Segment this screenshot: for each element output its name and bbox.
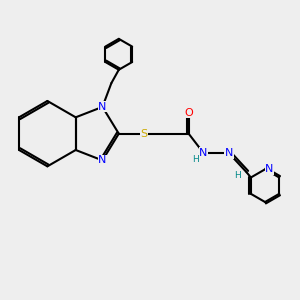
Text: S: S <box>140 129 148 139</box>
Text: H: H <box>234 171 241 180</box>
Text: N: N <box>199 148 208 158</box>
Text: O: O <box>184 108 193 118</box>
Text: N: N <box>98 102 106 112</box>
Text: H: H <box>192 155 199 164</box>
Text: N: N <box>265 164 274 174</box>
Text: N: N <box>98 155 106 165</box>
Text: N: N <box>225 148 233 158</box>
